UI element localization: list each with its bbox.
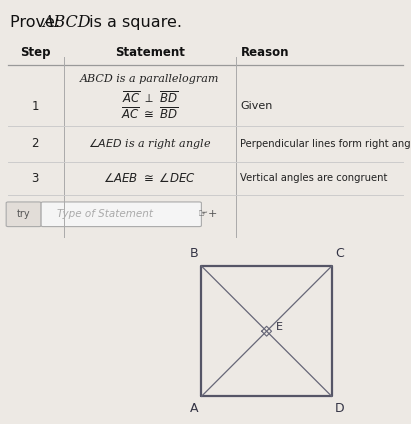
Text: E: E	[276, 322, 283, 332]
Text: ABCD is a parallelogram: ABCD is a parallelogram	[80, 74, 220, 84]
Text: Perpendicular lines form right angles: Perpendicular lines form right angles	[240, 139, 411, 149]
Text: $\overline{AC}$ $\perp$ $\overline{BD}$: $\overline{AC}$ $\perp$ $\overline{BD}$	[122, 90, 178, 106]
Text: try: try	[16, 209, 30, 219]
Text: C: C	[335, 247, 344, 260]
Text: Type of Statement: Type of Statement	[57, 209, 153, 219]
Text: ABCD: ABCD	[42, 14, 91, 31]
Text: A: A	[189, 402, 198, 415]
Text: 2: 2	[31, 137, 39, 150]
Text: Step: Step	[20, 46, 50, 59]
Text: $\angle AED$ is a right angle: $\angle AED$ is a right angle	[88, 136, 212, 151]
Text: B: B	[189, 247, 198, 260]
Text: $\overline{AC}$ $\cong$ $\overline{BD}$: $\overline{AC}$ $\cong$ $\overline{BD}$	[121, 106, 179, 122]
Text: Given: Given	[240, 101, 273, 112]
Text: is a square.: is a square.	[84, 15, 182, 30]
Text: Prove:: Prove:	[10, 15, 66, 30]
Text: 1: 1	[31, 100, 39, 113]
Text: Statement: Statement	[115, 46, 185, 59]
Text: D: D	[335, 402, 345, 415]
Text: 3: 3	[31, 172, 39, 185]
FancyBboxPatch shape	[6, 202, 41, 226]
FancyBboxPatch shape	[41, 202, 201, 226]
Text: $\angle AEB$ $\cong$ $\angle DEC$: $\angle AEB$ $\cong$ $\angle DEC$	[104, 172, 196, 185]
Text: Reason: Reason	[240, 46, 289, 59]
Text: Vertical angles are congruent: Vertical angles are congruent	[240, 173, 388, 183]
Text: ☞+: ☞+	[198, 209, 217, 219]
